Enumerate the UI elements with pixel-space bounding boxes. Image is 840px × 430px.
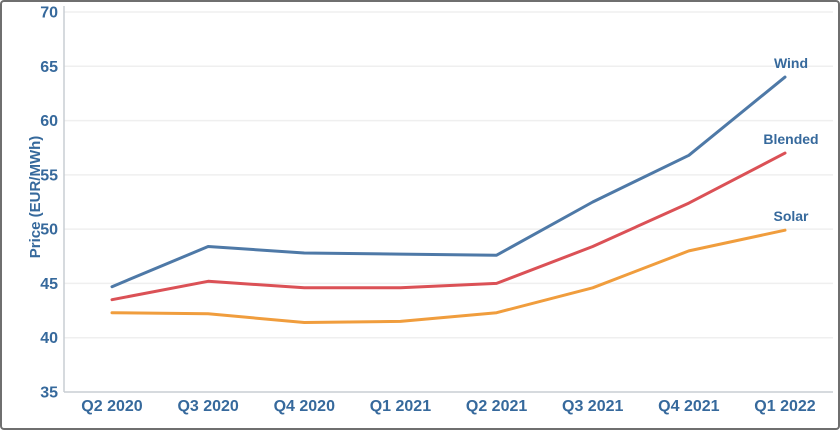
x-tick-label: Q1 2022	[754, 398, 815, 415]
blended-series-label: Blended	[763, 131, 818, 147]
y-tick-label: 35	[40, 385, 58, 402]
x-tick-label: Q1 2021	[370, 398, 431, 415]
y-tick-label: 70	[40, 5, 58, 22]
solar-series-label: Solar	[773, 208, 809, 224]
x-tick-label: Q2 2020	[81, 398, 142, 415]
blended-line-series	[110, 151, 787, 302]
y-axis-title: Price (EUR/MWh)	[27, 136, 44, 259]
wind-series-label: Wind	[774, 55, 808, 71]
x-tick-label: Q3 2020	[177, 398, 238, 415]
y-tick-label: 40	[40, 330, 58, 347]
x-tick-label: Q2 2021	[466, 398, 527, 415]
y-tick-label: 60	[40, 113, 58, 130]
x-tick-label: Q4 2021	[658, 398, 719, 415]
x-tick-label: Q4 2020	[274, 398, 335, 415]
y-tick-label: 55	[40, 167, 58, 184]
y-tick-label: 65	[40, 59, 58, 76]
x-tick-label: Q3 2021	[562, 398, 623, 415]
wind-line-series	[110, 75, 787, 289]
y-tick-label: 45	[40, 276, 58, 293]
solar-line-series	[110, 228, 787, 324]
y-tick-label: 50	[40, 222, 58, 239]
